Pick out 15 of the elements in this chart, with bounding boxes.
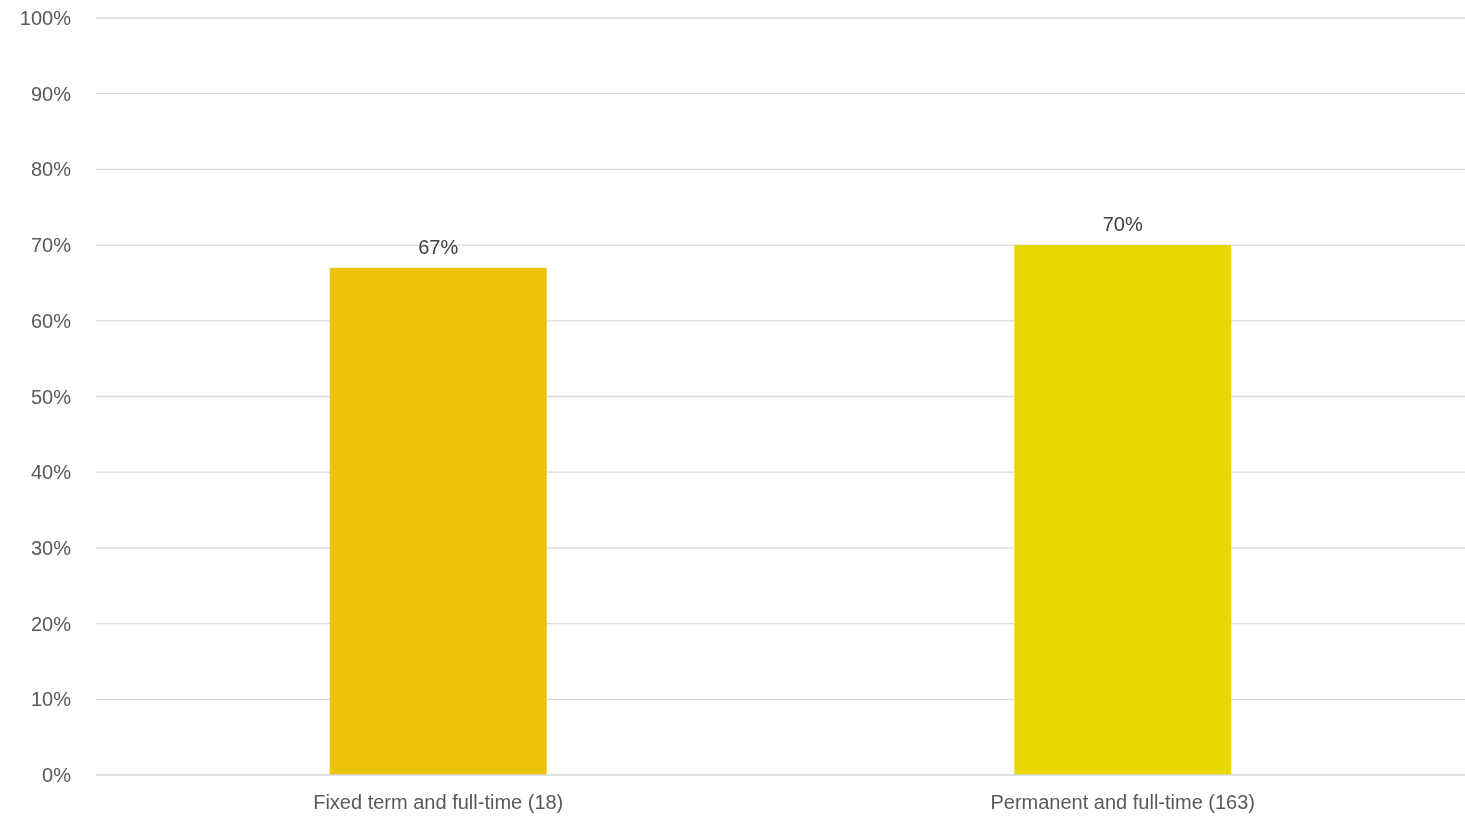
- x-tick-label: Fixed term and full-time (18): [313, 791, 564, 813]
- y-tick-label: 40%: [30, 461, 72, 484]
- data-label: 70%: [1102, 213, 1143, 236]
- y-tick-label: 60%: [30, 309, 72, 332]
- y-tick-label: 50%: [30, 385, 72, 408]
- y-tick-label: 0%: [42, 764, 72, 786]
- y-tick-label: 30%: [30, 536, 72, 559]
- data-label: 67%: [418, 235, 459, 258]
- x-tick-label: Permanent and full-time (163): [990, 791, 1256, 813]
- y-tick-label: 100%: [19, 7, 72, 29]
- y-tick-label: 10%: [30, 688, 72, 711]
- y-tick-label: 80%: [30, 158, 72, 181]
- y-tick-label: 70%: [30, 234, 72, 257]
- y-tick-label: 90%: [30, 82, 72, 105]
- y-tick-label: 20%: [30, 612, 72, 635]
